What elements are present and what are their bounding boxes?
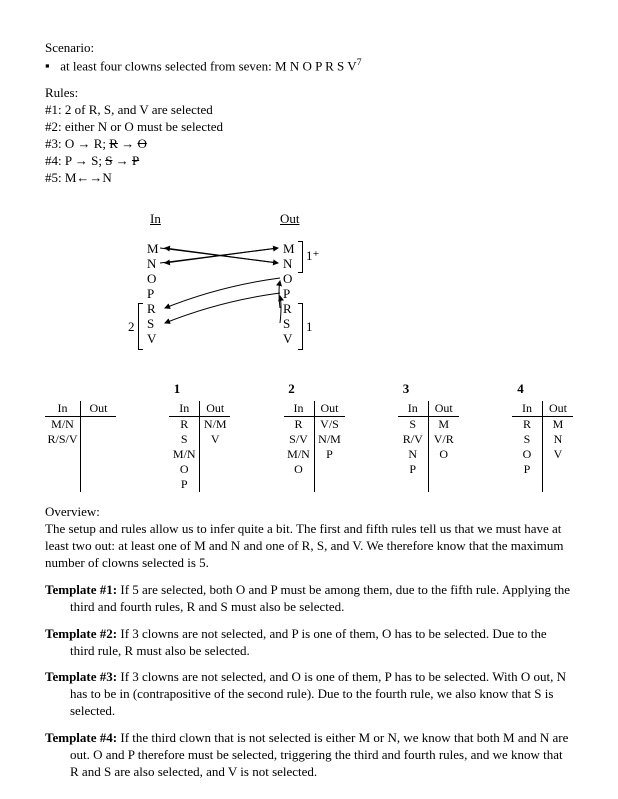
table-number-row: 1 2 3 4 xyxy=(45,381,573,398)
scenario-text: at least four clowns selected from seven… xyxy=(60,58,356,73)
in-label: In xyxy=(150,211,161,228)
scenario-sup: 7 xyxy=(357,57,362,68)
overview-block: Overview: The setup and rules allow us t… xyxy=(45,504,573,780)
right-bracket-num: 1 xyxy=(306,319,313,336)
left-bracket xyxy=(138,303,143,350)
in-column: M N O P R S V xyxy=(147,241,159,346)
left-bracket-num: 2 xyxy=(128,319,135,336)
template-1: Template #1: If 5 are selected, both O a… xyxy=(45,582,573,616)
table-4: In R S O P Out M N V xyxy=(512,401,573,492)
overview-heading: Overview: xyxy=(45,504,573,521)
rule-3: #3: O → R; R → O xyxy=(45,136,573,153)
scenario-heading: Scenario: xyxy=(45,40,573,57)
table-1: In R S M/N O P Out N/M V xyxy=(169,401,230,492)
table-3: In S R/V N P Out M V/R O xyxy=(398,401,459,492)
rules-heading: Rules: xyxy=(45,85,573,102)
right-top-bracket xyxy=(298,241,303,273)
rule-1: #1: 2 of R, S, and V are selected xyxy=(45,102,573,119)
table-2: In R S/V M/N O Out V/S N/M P xyxy=(284,401,345,492)
rule-4: #4: P → S; S → P xyxy=(45,153,573,170)
in-out-diagram: In Out M N O P R S V M N O P R S V 2 1 1… xyxy=(105,211,405,361)
right-top-note: 1⁺ xyxy=(306,248,319,265)
right-bracket xyxy=(298,303,303,350)
template-4: Template #4: If the third clown that is … xyxy=(45,730,573,781)
template-2: Template #2: If 3 clowns are not selecte… xyxy=(45,626,573,660)
template-3: Template #3: If 3 clowns are not selecte… xyxy=(45,669,573,720)
scenario-bullet: ▪ at least four clowns selected from sev… xyxy=(45,57,573,75)
overview-text: The setup and rules allow us to infer qu… xyxy=(45,521,573,572)
table-base: In M/N R/S/V Out xyxy=(45,401,116,492)
bullet-icon: ▪ xyxy=(45,58,57,75)
rules-block: Rules: #1: 2 of R, S, and V are selected… xyxy=(45,85,573,186)
rule-5: #5: M←→N xyxy=(45,170,573,187)
diagram-arrows xyxy=(160,241,290,336)
out-label: Out xyxy=(280,211,300,228)
tables-row: In M/N R/S/V Out In R S M/N O P Out N/M … xyxy=(45,401,573,492)
rule-2: #2: either N or O must be selected xyxy=(45,119,573,136)
